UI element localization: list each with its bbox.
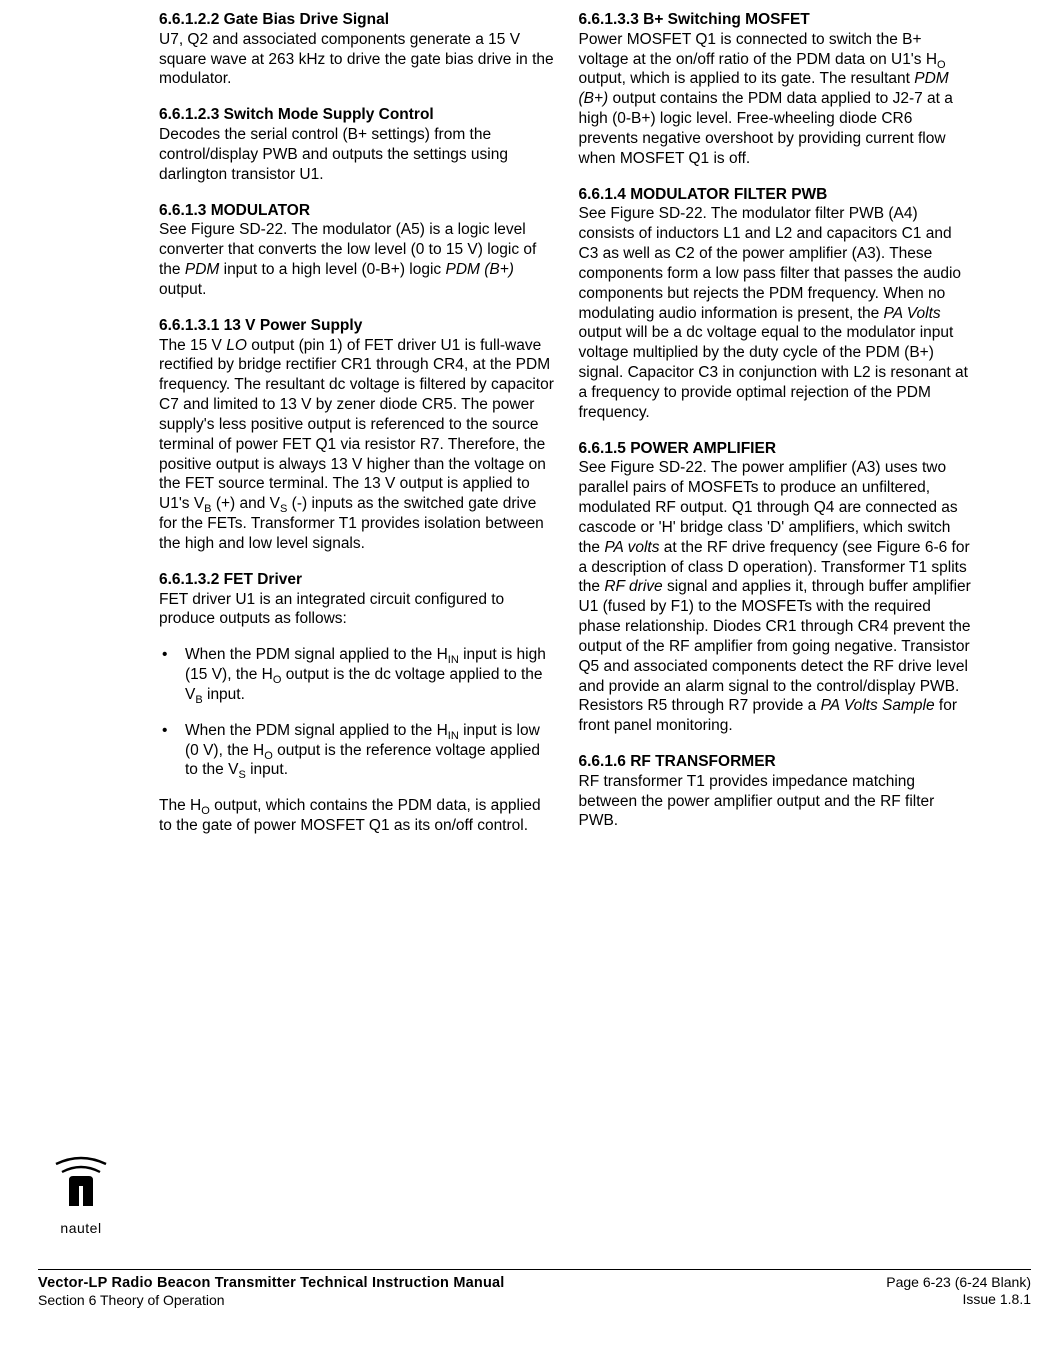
body-text: See Figure SD-22. The modulator (A5) is …	[159, 221, 536, 297]
heading: 6.6.1.4 MODULATOR FILTER PWB	[579, 186, 828, 203]
section-6-6-1-6: 6.6.1.6 RF TRANSFORMER RF transformer T1…	[579, 752, 975, 831]
ho-output-paragraph: The HO output, which contains the PDM da…	[159, 796, 555, 836]
body-text: Power MOSFET Q1 is connected to switch t…	[579, 31, 953, 167]
footer-issue: Issue 1.8.1	[886, 1291, 1031, 1309]
logo-text: nautel	[38, 1220, 124, 1238]
body-text: The 15 V LO output (pin 1) of FET driver…	[159, 337, 554, 552]
section-6-6-1-2-3: 6.6.1.2.3 Switch Mode Supply Control Dec…	[159, 105, 555, 184]
body-text: U7, Q2 and associated components generat…	[159, 31, 554, 88]
footer-section: Section 6 Theory of Operation	[38, 1292, 505, 1310]
footer-left: Vector-LP Radio Beacon Transmitter Techn…	[38, 1274, 505, 1310]
section-6-6-1-3-2: 6.6.1.3.2 FET Driver FET driver U1 is an…	[159, 570, 555, 629]
body-text: FET driver U1 is an integrated circuit c…	[159, 591, 504, 628]
section-6-6-1-5: 6.6.1.5 POWER AMPLIFIER See Figure SD-22…	[579, 439, 975, 736]
bullet-item: When the PDM signal applied to the HIN i…	[159, 645, 555, 704]
section-6-6-1-3-3: 6.6.1.3.3 B+ Switching MOSFET Power MOSF…	[579, 10, 975, 169]
heading: 6.6.1.3 MODULATOR	[159, 202, 310, 219]
body-text: See Figure SD-22. The modulator filter P…	[579, 205, 968, 420]
section-6-6-1-3-1: 6.6.1.3.1 13 V Power Supply The 15 V LO …	[159, 316, 555, 554]
nautel-logo: nautel	[38, 1150, 124, 1238]
page-footer: Vector-LP Radio Beacon Transmitter Techn…	[38, 1269, 1031, 1310]
body-text: See Figure SD-22. The power amplifier (A…	[579, 459, 971, 734]
two-column-layout: 6.6.1.2.2 Gate Bias Drive Signal U7, Q2 …	[159, 10, 974, 852]
logo-icon	[42, 1150, 120, 1222]
left-column: 6.6.1.2.2 Gate Bias Drive Signal U7, Q2 …	[159, 10, 555, 852]
section-6-6-1-4: 6.6.1.4 MODULATOR FILTER PWB See Figure …	[579, 185, 975, 423]
footer-right: Page 6-23 (6-24 Blank) Issue 1.8.1	[886, 1274, 1031, 1310]
fet-driver-bullets: When the PDM signal applied to the HIN i…	[159, 645, 555, 780]
footer-page: Page 6-23 (6-24 Blank)	[886, 1274, 1031, 1292]
right-column: 6.6.1.3.3 B+ Switching MOSFET Power MOSF…	[579, 10, 975, 852]
heading: 6.6.1.5 POWER AMPLIFIER	[579, 440, 777, 457]
heading: 6.6.1.2.2 Gate Bias Drive Signal	[159, 11, 389, 28]
heading: 6.6.1.3.3 B+ Switching MOSFET	[579, 11, 810, 28]
heading: 6.6.1.6 RF TRANSFORMER	[579, 753, 776, 770]
bullet-item: When the PDM signal applied to the HIN i…	[159, 721, 555, 780]
section-6-6-1-3: 6.6.1.3 MODULATOR See Figure SD-22. The …	[159, 201, 555, 300]
heading: 6.6.1.3.2 FET Driver	[159, 571, 302, 588]
heading: 6.6.1.3.1 13 V Power Supply	[159, 317, 362, 334]
body-text: Decodes the serial control (B+ settings)…	[159, 126, 508, 183]
section-6-6-1-2-2: 6.6.1.2.2 Gate Bias Drive Signal U7, Q2 …	[159, 10, 555, 89]
heading: 6.6.1.2.3 Switch Mode Supply Control	[159, 106, 434, 123]
body-text: RF transformer T1 provides impedance mat…	[579, 773, 935, 830]
footer-title: Vector-LP Radio Beacon Transmitter Techn…	[38, 1274, 505, 1293]
